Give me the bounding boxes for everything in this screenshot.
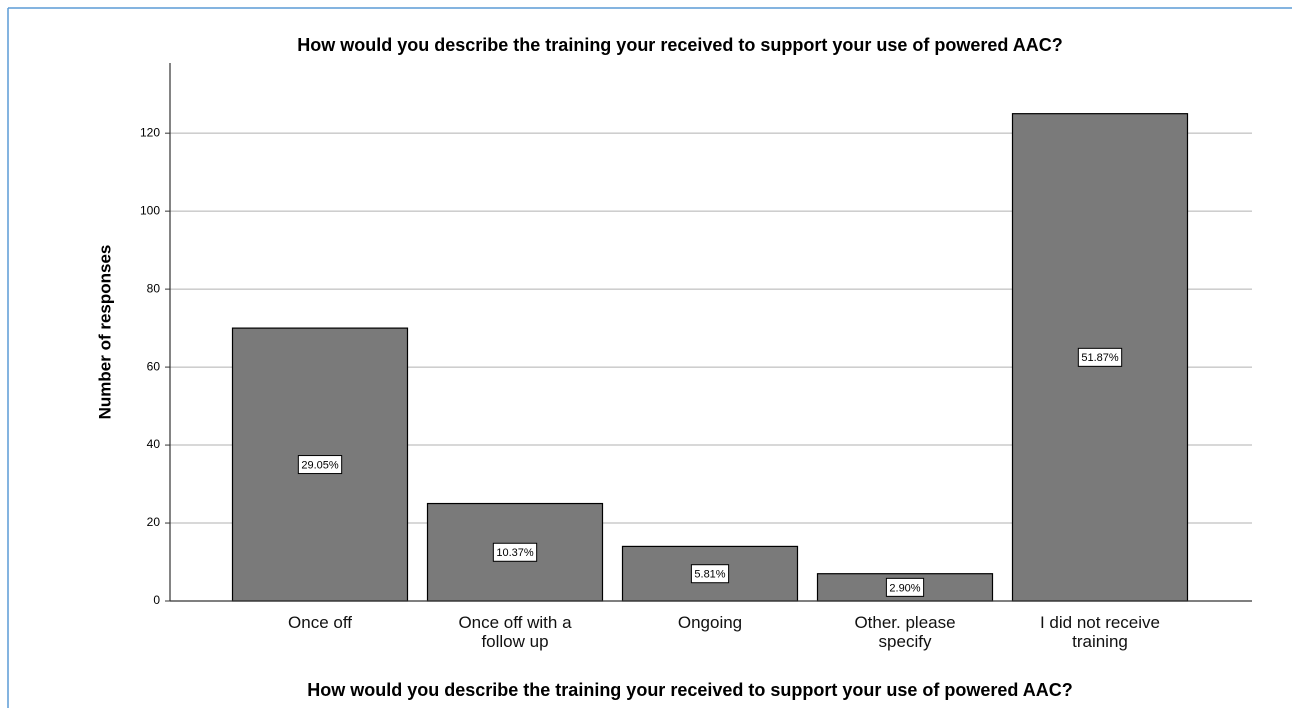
data-label-box [885,577,925,597]
data-label-box [297,455,343,475]
y-tick-label: 120 [140,125,160,139]
y-axis-title: Number of responses [95,245,114,420]
data-label: 51.87% [1081,352,1119,364]
x-tick-label: Other. please specify [854,613,956,651]
y-tick-label: 40 [147,437,161,451]
data-label: 10.37% [496,547,534,559]
y-tick-label: 100 [140,203,160,217]
x-axis-title: How would you describe the training your… [307,680,1072,700]
chart-title: How would you describe the training your… [297,35,1062,55]
data-label: 5.81% [694,569,725,581]
data-label-box [492,542,538,562]
y-tick-label: 0 [153,593,160,607]
y-tick-label: 20 [147,515,161,529]
x-tick-label: Ongoing [677,613,743,632]
x-tick-label: Once off [288,613,352,632]
data-label-box [1077,347,1123,367]
x-tick-label: I did not receive training [1039,613,1160,651]
y-tick-label: 60 [147,359,161,373]
data-label-box [690,564,730,584]
x-tick-label: Once off with a follow up [458,613,572,651]
data-label: 2.90% [889,582,920,594]
data-label: 29.05% [301,459,339,471]
y-tick-label: 80 [147,281,161,295]
